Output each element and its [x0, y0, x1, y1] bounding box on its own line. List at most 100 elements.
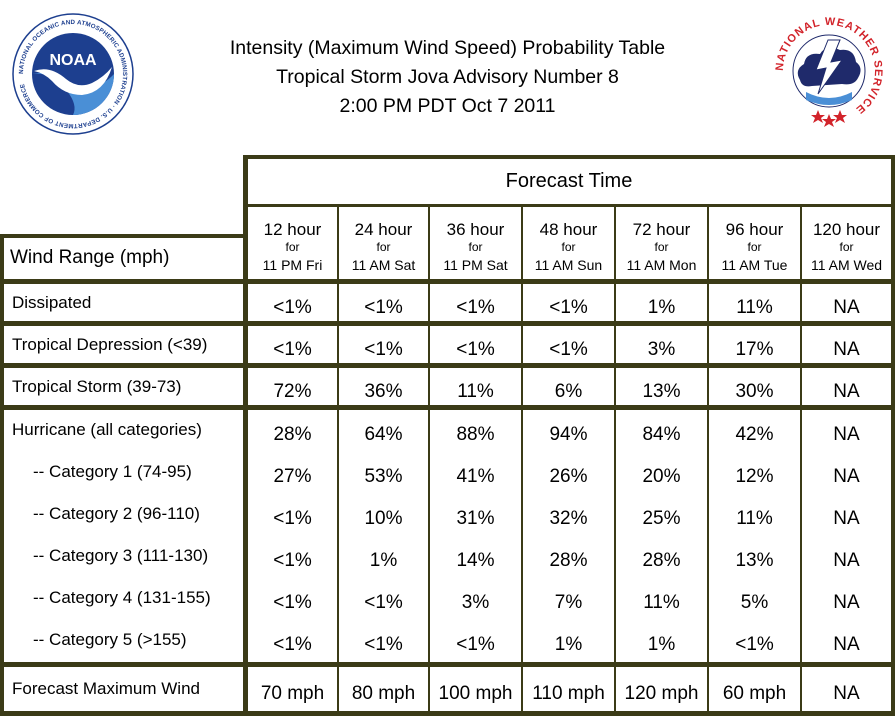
table-cell-value: <1% [549, 339, 588, 360]
table-cell-value: NA [833, 683, 860, 704]
table-cell-value: 17% [735, 339, 774, 360]
table-cell-value: 36% [364, 381, 403, 402]
table-cell-value: 13% [642, 381, 681, 402]
table-cell-value: 1% [647, 297, 676, 318]
table-cell-value: 100 mph [438, 683, 513, 704]
table-right-border [891, 155, 895, 716]
column-divider [614, 206, 616, 716]
column-header-for: for [285, 240, 300, 254]
table-cell-value: NA [833, 381, 860, 402]
table-cell-value: <1% [273, 297, 312, 318]
table-cell-value: 25% [642, 508, 681, 529]
table-cell-value: NA [833, 466, 860, 487]
table-cell-value: 28% [642, 550, 681, 571]
table-cell-value: <1% [273, 550, 312, 571]
row-rule [0, 363, 895, 368]
column-header-time: 11 AM Mon [626, 257, 697, 273]
column-header-hour: 24 hour [354, 220, 413, 239]
column-divider [800, 206, 802, 716]
table-cell-value: <1% [273, 339, 312, 360]
table-cell-value: <1% [549, 297, 588, 318]
table-cell-value: 10% [364, 508, 403, 529]
column-header-time: 11 AM Wed [810, 257, 883, 273]
table-cell-value: 60 mph [722, 683, 787, 704]
column-divider [337, 206, 339, 716]
column-header-for: for [468, 240, 483, 254]
table-cell-value: 11% [736, 297, 773, 318]
table-cell-value: 13% [735, 550, 774, 571]
column-divider [707, 206, 709, 716]
table-cell-value: 1% [369, 550, 398, 571]
column-header-hour: 96 hour [725, 220, 784, 239]
label-header-top [0, 234, 248, 238]
table-cell-value: 70 mph [260, 683, 325, 704]
row-label: Dissipated [12, 293, 92, 312]
column-header-for: for [561, 240, 576, 254]
forecast-left-border [243, 155, 248, 716]
table-cell-value: 11% [643, 592, 680, 613]
table-cell-value: 41% [456, 466, 495, 487]
table-cell-value: NA [833, 634, 860, 655]
table-cell-value: NA [833, 592, 860, 613]
forecast-title-bottom [243, 204, 895, 207]
table-cell-value: 42% [735, 424, 774, 445]
column-divider [428, 206, 430, 716]
column-header-hour: 36 hour [446, 220, 505, 239]
table-cell-value: 110 mph [532, 683, 605, 704]
column-header-hour: 72 hour [632, 220, 691, 239]
column-header-for: for [747, 240, 762, 254]
title-line-1: Intensity (Maximum Wind Speed) Probabili… [229, 37, 666, 59]
table-cell-value: 20% [642, 466, 681, 487]
table-cell-value: 11% [736, 508, 773, 529]
table-cell-value: <1% [456, 297, 495, 318]
table-cell-value: <1% [364, 297, 403, 318]
row-label: -- Category 3 (111-130) [33, 546, 209, 565]
table-cell-value: <1% [456, 339, 495, 360]
row-label: Hurricane (all categories) [12, 420, 202, 439]
noaa-logo: NATIONAL OCEANIC AND ATMOSPHERIC ADMINIS… [12, 13, 134, 135]
table-cell-value: 80 mph [351, 683, 416, 704]
table-cell-value: 84% [642, 424, 681, 445]
table-cell-value: 6% [554, 381, 583, 402]
table-cell-value: 12% [735, 466, 774, 487]
table-cell-value: 88% [456, 424, 495, 445]
table-cell-value: <1% [364, 339, 403, 360]
table-cell-value: 28% [549, 550, 588, 571]
table-cell-value: 94% [549, 424, 588, 445]
nws-logo: NATIONAL WEATHER SERVICE [769, 11, 889, 131]
table-cell-value: <1% [273, 592, 312, 613]
row-label: -- Category 1 (74-95) [33, 462, 192, 481]
column-header-time: 11 PM Fri [262, 257, 323, 273]
column-header-time: 11 PM Sat [443, 257, 508, 273]
column-header-hour: 12 hour [263, 220, 322, 239]
wind-range-label: Wind Range (mph) [10, 247, 170, 268]
page-title: Intensity (Maximum Wind Speed) Probabili… [160, 34, 735, 121]
table-cell-value: NA [833, 550, 860, 571]
max-wind-row-label: Forecast Maximum Wind [12, 679, 200, 698]
column-header-hour: 48 hour [539, 220, 598, 239]
table-cell-value: <1% [364, 634, 403, 655]
noaa-wordmark: NOAA [49, 52, 97, 69]
table-cell-value: <1% [456, 634, 495, 655]
table-cell-value: <1% [273, 634, 312, 655]
table-cell-value: 3% [647, 339, 676, 360]
table-cell-value: 5% [740, 592, 769, 613]
table-cell-value: 26% [549, 466, 588, 487]
column-header-for: for [839, 240, 854, 254]
row-rule [0, 321, 895, 326]
table-bottom-border [0, 711, 895, 716]
table-cell-value: 14% [456, 550, 495, 571]
table-cell-value: NA [833, 297, 860, 318]
row-rule [0, 405, 895, 410]
table-cell-value: NA [833, 424, 860, 445]
table-cell-value: 27% [273, 466, 312, 487]
column-header-time: 11 AM Sun [534, 257, 603, 273]
column-divider [521, 206, 523, 716]
row-label: -- Category 2 (96-110) [33, 504, 200, 523]
table-cell-value: 1% [647, 634, 676, 655]
table-cell-value: 3% [461, 592, 490, 613]
table-cell-value: 53% [364, 466, 403, 487]
table-left-border [0, 234, 4, 716]
table-cell-value: 11% [457, 381, 494, 402]
column-header-time: 11 AM Tue [721, 257, 788, 273]
